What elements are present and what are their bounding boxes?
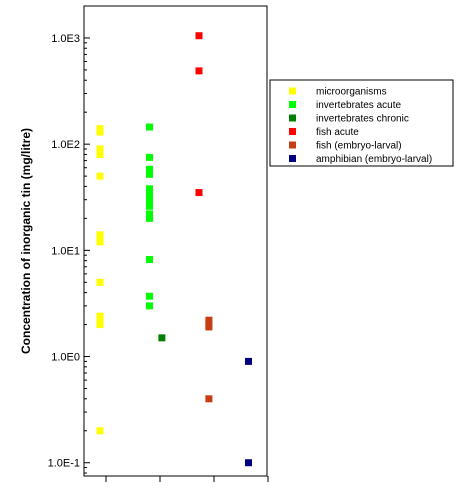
data-point (96, 427, 104, 435)
data-point (146, 189, 153, 197)
data-point (96, 278, 104, 286)
data-point (195, 189, 203, 197)
data-points (96, 32, 252, 467)
legend-box (269, 79, 454, 167)
legend-swatch (289, 155, 296, 162)
y-tick-label: 1.0E2 (51, 139, 80, 151)
y-tick-label: 1.0E1 (51, 245, 80, 257)
x-axis-ticks (105, 476, 269, 482)
y-axis-ticks: 1.0E3 1.0E2 1.0E1 1.0E0 1.0E-1 (48, 5, 90, 474)
legend-swatch (289, 114, 296, 122)
data-point (245, 459, 252, 467)
legend-swatch (289, 87, 296, 95)
plot-frame (83, 5, 268, 477)
data-point (195, 32, 203, 40)
data-point (146, 302, 153, 310)
data-point (146, 256, 153, 264)
legend: microorganisms invertebrates acute inverte… (289, 87, 432, 165)
data-point (146, 170, 153, 178)
legend-label: invertebrates acute (316, 100, 401, 111)
data-point (96, 150, 104, 158)
data-point (146, 153, 153, 161)
legend-label: fish acute (316, 127, 359, 138)
y-tick-label: 1.0E-1 (48, 458, 80, 470)
data-point (96, 321, 104, 329)
y-tick-label: 1.0E0 (51, 352, 80, 364)
data-point (146, 202, 153, 210)
legend-swatch (289, 141, 296, 149)
data-point (205, 323, 213, 331)
legend-swatch (289, 128, 296, 135)
data-point (205, 316, 213, 324)
data-point (96, 316, 104, 324)
data-point (195, 67, 203, 75)
legend-label: amphibian (embryo-larval) (316, 154, 432, 165)
data-point (146, 165, 153, 173)
legend-label: fish (embryo-larval) (316, 141, 402, 152)
data-point (146, 123, 153, 131)
data-point (245, 357, 252, 365)
data-point (96, 312, 104, 320)
data-point (146, 214, 153, 222)
data-point (146, 292, 153, 300)
data-point (146, 210, 153, 218)
data-point (96, 172, 104, 180)
data-point (96, 234, 104, 242)
legend-label: microorganisms (316, 87, 387, 98)
data-point (158, 334, 166, 342)
legend-swatch (289, 101, 296, 108)
data-point (205, 395, 213, 403)
data-point (146, 185, 153, 193)
legend-label: invertebrates chronic (316, 114, 409, 125)
data-point (96, 128, 104, 136)
y-axis-title: Concentration of inorganic tin (mg/litre… (19, 128, 33, 354)
y-tick-label: 1.0E3 (51, 33, 80, 45)
data-point (96, 238, 104, 246)
